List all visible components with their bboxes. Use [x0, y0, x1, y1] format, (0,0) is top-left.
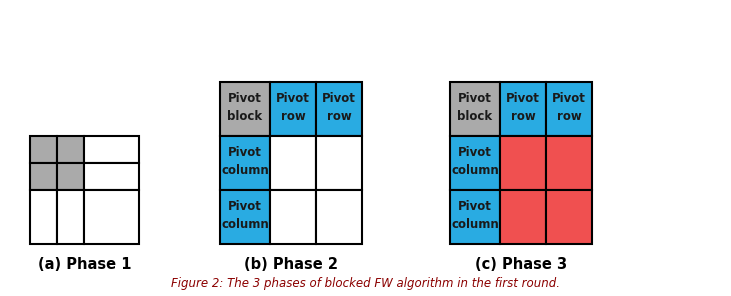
Text: column: column	[451, 218, 499, 231]
Text: (c) Phase 3: (c) Phase 3	[475, 257, 567, 272]
Bar	[316, 82, 362, 136]
Text: Figure 2: The 3 phases of blocked FW algorithm in the first round.: Figure 2: The 3 phases of blocked FW alg…	[171, 276, 560, 289]
Text: Pivot: Pivot	[458, 92, 492, 105]
Bar	[450, 190, 500, 244]
Text: row: row	[511, 110, 535, 123]
Bar	[57, 163, 84, 190]
Text: Pivot: Pivot	[322, 92, 356, 105]
Bar	[546, 190, 592, 244]
Bar	[220, 190, 270, 244]
Bar	[500, 136, 546, 190]
Bar	[84, 163, 139, 190]
Text: Pivot: Pivot	[228, 146, 262, 159]
Text: column: column	[451, 164, 499, 177]
Text: Pivot: Pivot	[552, 92, 586, 105]
Bar	[57, 190, 84, 244]
Bar	[270, 136, 316, 190]
Bar	[84, 190, 139, 244]
Text: (a) Phase 1: (a) Phase 1	[38, 257, 132, 272]
Bar	[546, 136, 592, 190]
Bar	[450, 136, 500, 190]
Text: Pivot: Pivot	[506, 92, 540, 105]
Bar	[546, 82, 592, 136]
Text: Pivot: Pivot	[458, 146, 492, 159]
Bar	[84, 136, 139, 163]
Bar	[220, 136, 270, 190]
Bar	[220, 82, 270, 136]
Bar	[30, 136, 57, 163]
Bar	[30, 163, 57, 190]
Bar	[316, 136, 362, 190]
Text: column: column	[221, 164, 269, 177]
Text: column: column	[221, 218, 269, 231]
Text: row: row	[327, 110, 352, 123]
Bar	[316, 190, 362, 244]
Text: (b) Phase 2: (b) Phase 2	[244, 257, 338, 272]
Bar	[57, 136, 84, 163]
Bar	[270, 82, 316, 136]
Text: Pivot: Pivot	[228, 200, 262, 213]
Text: Pivot: Pivot	[228, 92, 262, 105]
Text: block: block	[458, 110, 493, 123]
Bar	[270, 190, 316, 244]
Text: row: row	[281, 110, 306, 123]
Text: Pivot: Pivot	[276, 92, 310, 105]
Text: block: block	[227, 110, 262, 123]
Bar	[500, 190, 546, 244]
Bar	[500, 82, 546, 136]
Text: row: row	[556, 110, 581, 123]
Text: Pivot: Pivot	[458, 200, 492, 213]
Bar	[30, 190, 57, 244]
Bar	[450, 82, 500, 136]
